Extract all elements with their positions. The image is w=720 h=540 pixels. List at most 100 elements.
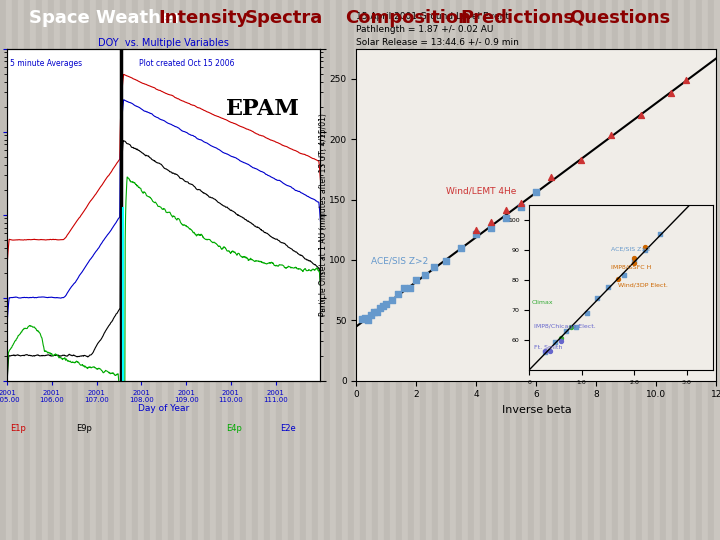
Bar	[120, 0, 126, 540]
Point	[629, 259, 640, 268]
Text: Questions: Questions	[569, 9, 670, 26]
Bar	[234, 0, 240, 540]
Bar	[204, 0, 210, 540]
Bar	[210, 0, 216, 540]
Bar	[192, 0, 198, 540]
Point	[665, 89, 677, 98]
Bar	[618, 0, 624, 540]
Text: Predictions: Predictions	[461, 9, 575, 26]
Bar	[228, 0, 234, 540]
Bar	[72, 0, 78, 540]
Text: E2e: E2e	[279, 424, 295, 433]
Bar	[660, 0, 666, 540]
Text: Intensity: Intensity	[158, 9, 248, 26]
Point	[456, 244, 467, 252]
Bar	[168, 0, 174, 540]
Bar	[420, 0, 426, 540]
Bar	[366, 0, 372, 540]
Point	[366, 311, 377, 320]
Bar	[600, 0, 606, 540]
Bar	[276, 0, 282, 540]
Point	[516, 202, 527, 211]
Point	[441, 257, 452, 266]
Bar	[312, 0, 318, 540]
Bar	[432, 0, 438, 540]
Text: EPAM: EPAM	[226, 98, 300, 120]
Bar	[240, 0, 246, 540]
Bar	[408, 0, 414, 540]
Point	[602, 282, 613, 291]
Text: IMP8/GSFC H: IMP8/GSFC H	[611, 264, 651, 269]
Bar	[504, 0, 510, 540]
Bar	[372, 0, 378, 540]
Text: IMP8/Chicago Elect.: IMP8/Chicago Elect.	[534, 324, 596, 329]
Text: Wind/LEMT 4He: Wind/LEMT 4He	[446, 186, 517, 195]
Point	[381, 300, 392, 308]
Bar	[90, 0, 96, 540]
Bar	[138, 0, 144, 540]
Bar	[564, 0, 570, 540]
Bar	[114, 0, 120, 540]
Point	[555, 336, 567, 345]
Bar	[6, 0, 12, 540]
Bar	[402, 0, 408, 540]
Bar	[252, 0, 258, 540]
Bar	[426, 0, 432, 540]
Point	[539, 347, 551, 356]
Bar	[48, 0, 54, 540]
Bar	[378, 0, 384, 540]
Point	[471, 226, 482, 234]
Bar	[654, 0, 660, 540]
Bar	[450, 0, 456, 540]
Bar	[534, 0, 540, 540]
Bar	[126, 0, 132, 540]
Bar	[246, 0, 252, 540]
Point	[680, 76, 692, 85]
Point	[576, 156, 588, 164]
Point	[636, 111, 647, 119]
Bar	[690, 0, 696, 540]
Bar	[144, 0, 150, 540]
Text: E9p: E9p	[76, 424, 92, 433]
Point	[420, 270, 431, 279]
Bar	[354, 0, 360, 540]
Text: ACE/SIS Z>2: ACE/SIS Z>2	[611, 246, 650, 251]
Point	[356, 315, 368, 324]
Bar	[264, 0, 270, 540]
Bar	[696, 0, 702, 540]
Bar	[24, 0, 30, 540]
Bar	[108, 0, 114, 540]
Bar	[270, 0, 276, 540]
Bar	[294, 0, 300, 540]
Bar	[12, 0, 18, 540]
Bar	[522, 0, 528, 540]
Bar	[36, 0, 42, 540]
Point	[377, 302, 389, 310]
Point	[639, 246, 650, 255]
X-axis label: Inverse beta: Inverse beta	[502, 405, 571, 415]
Point	[629, 256, 640, 265]
Point	[500, 214, 512, 222]
Point	[539, 347, 551, 355]
Bar	[444, 0, 450, 540]
X-axis label: Day of Year: Day of Year	[138, 404, 189, 413]
Bar	[282, 0, 288, 540]
Bar	[0, 0, 6, 540]
Bar	[96, 0, 102, 540]
Point	[613, 275, 624, 284]
Text: Space Weather: Space Weather	[29, 9, 181, 26]
Bar	[498, 0, 504, 540]
Bar	[18, 0, 24, 540]
Bar	[216, 0, 222, 540]
Point	[410, 275, 422, 284]
Bar	[516, 0, 522, 540]
Point	[639, 242, 650, 251]
Bar	[630, 0, 636, 540]
Bar	[588, 0, 594, 540]
Bar	[162, 0, 168, 540]
Point	[629, 253, 640, 262]
Bar	[558, 0, 564, 540]
Bar	[474, 0, 480, 540]
Bar	[384, 0, 390, 540]
Bar	[456, 0, 462, 540]
